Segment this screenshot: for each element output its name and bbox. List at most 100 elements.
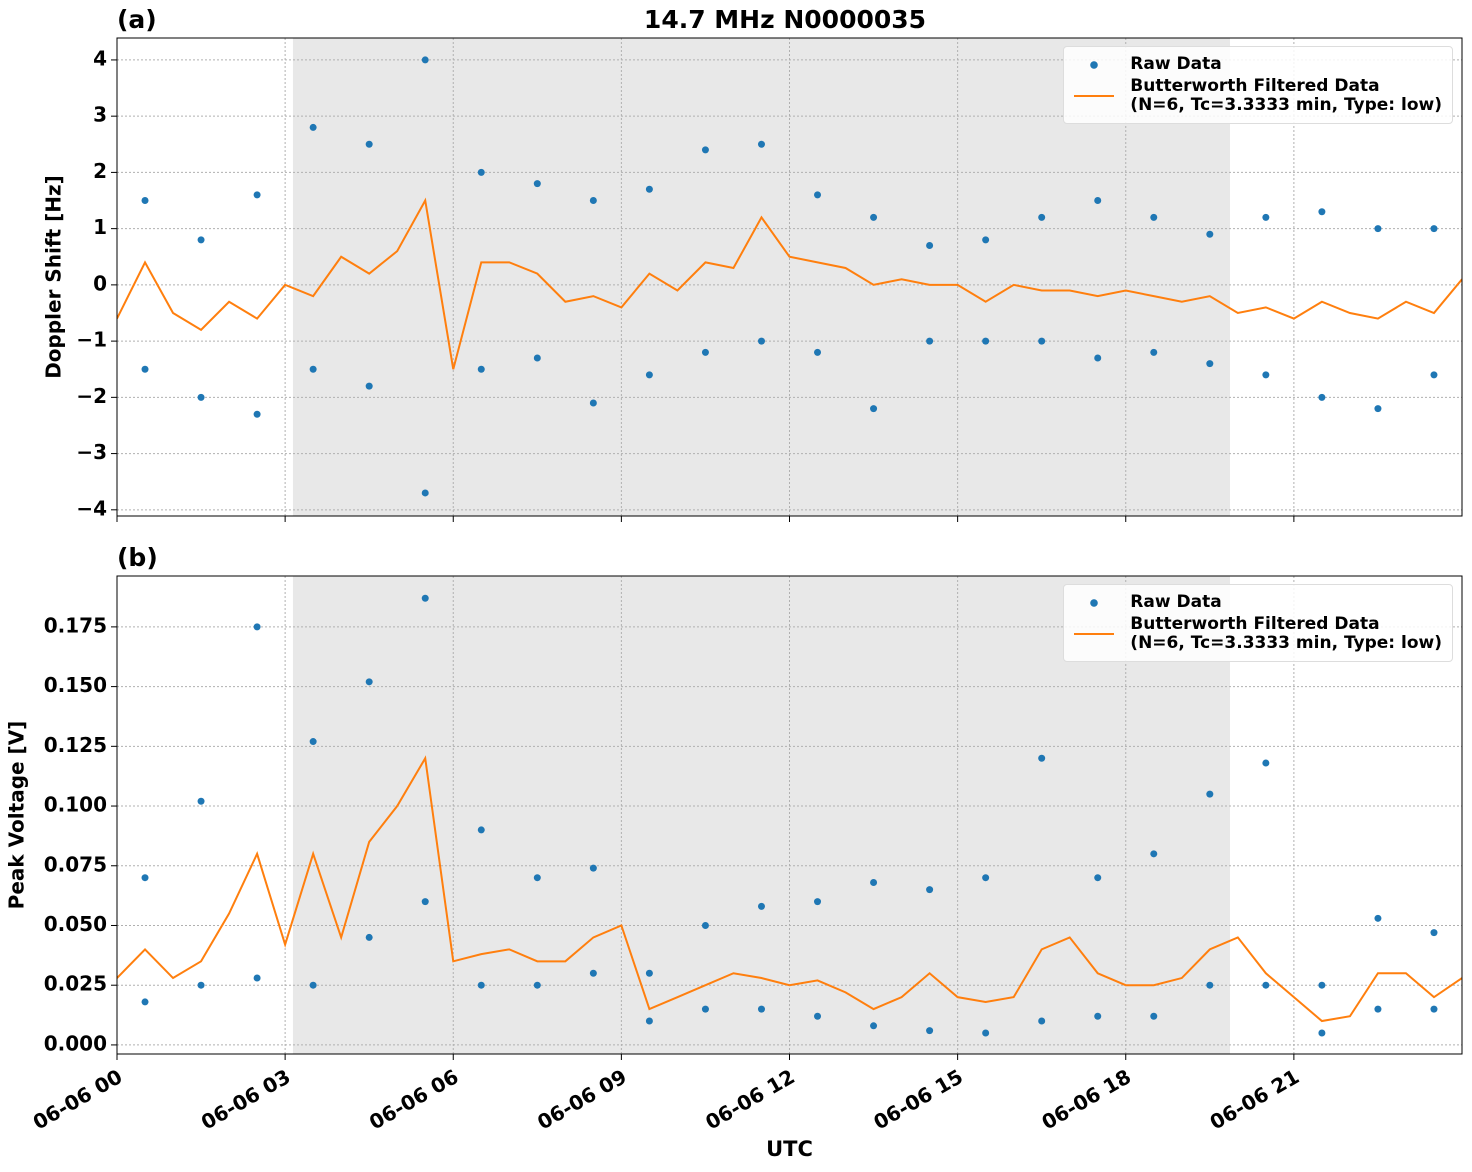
raw-point [1262, 371, 1270, 379]
raw-point [870, 1022, 878, 1030]
legend-entry: Butterworth Filtered Data (N=6, Tc=3.333… [1074, 615, 1442, 653]
raw-point [421, 56, 429, 64]
y-tick-label: −4 [76, 496, 107, 520]
raw-point [421, 594, 429, 602]
y-tick-label: 0.000 [44, 1031, 107, 1055]
axes-frame [116, 575, 1463, 1055]
y-axis-label: Peak Voltage [V] [5, 721, 29, 910]
raw-point [870, 405, 878, 413]
filtered-line [117, 197, 1462, 370]
filtered-line [117, 755, 1462, 1023]
plot-area [117, 56, 1462, 497]
raw-point [365, 678, 373, 686]
legend-label: Butterworth Filtered Data (N=6, Tc=3.333… [1130, 614, 1442, 653]
y-axis-label: Doppler Shift [Hz] [42, 175, 66, 379]
raw-point [1206, 230, 1214, 238]
raw-point [365, 140, 373, 148]
raw-point [533, 981, 541, 989]
raw-point [589, 399, 597, 407]
raw-point [1038, 754, 1046, 762]
raw-point [141, 874, 149, 882]
legend-swatch [1074, 77, 1115, 115]
raw-point [1430, 371, 1438, 379]
raw-point [1094, 1012, 1102, 1020]
raw-point [757, 337, 765, 345]
raw-point [1206, 360, 1214, 368]
raw-point [1318, 1029, 1326, 1037]
raw-point [982, 337, 990, 345]
raw-point [253, 974, 261, 982]
raw-point [1430, 225, 1438, 233]
x-tick-label: 06-06 06 [365, 1064, 463, 1134]
raw-point [589, 864, 597, 872]
raw-point [309, 981, 317, 989]
raw-point [197, 393, 205, 401]
y-tick-label: 0.075 [44, 852, 107, 876]
raw-point [197, 236, 205, 244]
raw-point [1094, 197, 1102, 205]
axes-frame [116, 37, 1463, 517]
raw-point [1038, 1017, 1046, 1025]
panel-label: (b) [117, 543, 158, 572]
raw-point [309, 123, 317, 131]
y-tick-label: 0.150 [44, 673, 107, 697]
raw-point [477, 168, 485, 176]
x-tick-label: 06-06 15 [869, 1064, 967, 1134]
raw-point [1206, 790, 1214, 798]
x-tick-label: 06-06 00 [29, 1064, 127, 1134]
raw-point [814, 898, 822, 906]
x-tick-label: 06-06 03 [197, 1064, 295, 1134]
plot-area [117, 594, 1462, 1037]
raw-point [533, 354, 541, 362]
raw-point [589, 197, 597, 205]
raw-point [870, 878, 878, 886]
raw-point [701, 146, 709, 154]
raw-point [421, 898, 429, 906]
raw-point [1262, 213, 1270, 221]
raw-point [1038, 213, 1046, 221]
legend-entry: Butterworth Filtered Data (N=6, Tc=3.333… [1074, 77, 1442, 115]
x-tick-label: 06-06 12 [701, 1064, 799, 1134]
raw-point [701, 1005, 709, 1013]
raw-point [253, 191, 261, 199]
raw-point [982, 874, 990, 882]
legend: Raw Data Butterworth Filtered Data (N=6, … [1063, 584, 1453, 662]
raw-point [1374, 1005, 1382, 1013]
raw-point [645, 969, 653, 977]
raw-point [926, 886, 934, 894]
x-tick-label: 06-06 21 [1206, 1064, 1304, 1134]
y-tick-label: −2 [76, 384, 107, 408]
raw-point [645, 185, 653, 193]
raw-point [814, 191, 822, 199]
chart-title: 14.7 MHz N0000035 [644, 5, 926, 34]
raw-point [253, 623, 261, 631]
legend-entry: Raw Data [1074, 55, 1442, 75]
raw-point [253, 410, 261, 418]
legend-swatch [1074, 55, 1115, 75]
raw-point [645, 371, 653, 379]
raw-point [365, 933, 373, 941]
y-tick-label: 0.175 [44, 613, 107, 637]
raw-point [757, 902, 765, 910]
raw-point [645, 1017, 653, 1025]
raw-point [1038, 337, 1046, 345]
y-tick-label: 4 [93, 46, 107, 70]
raw-point [141, 998, 149, 1006]
raw-point [1094, 354, 1102, 362]
y-tick-label: 3 [93, 103, 107, 127]
raw-point [477, 826, 485, 834]
raw-point [814, 1012, 822, 1020]
raw-point [1262, 981, 1270, 989]
raw-point [1374, 225, 1382, 233]
raw-point [982, 1029, 990, 1037]
raw-point [1318, 208, 1326, 216]
y-tick-label: −3 [76, 440, 107, 464]
y-tick-label: 0.125 [44, 733, 107, 757]
raw-point [1150, 1012, 1158, 1020]
raw-point [1374, 405, 1382, 413]
raw-point [1318, 981, 1326, 989]
raw-point [757, 1005, 765, 1013]
raw-point [533, 180, 541, 188]
raw-point [477, 981, 485, 989]
